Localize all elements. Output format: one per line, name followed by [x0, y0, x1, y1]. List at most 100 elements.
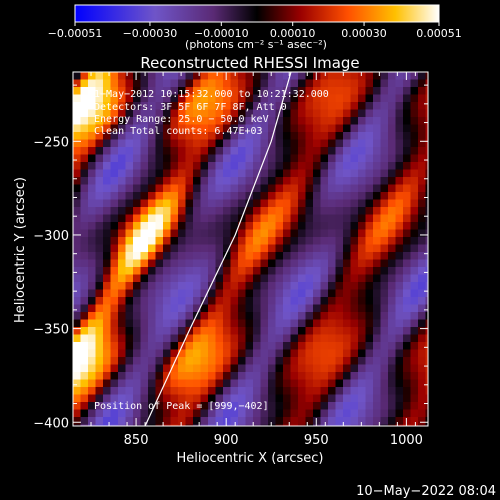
heatmap-cell [245, 87, 254, 96]
heatmap-cell [410, 237, 419, 246]
heatmap-cell [335, 312, 344, 321]
heatmap-cell [148, 417, 157, 426]
heatmap-cell [335, 379, 344, 388]
heatmap-cell [305, 252, 314, 261]
heatmap-cell [155, 102, 164, 111]
heatmap-cell [380, 132, 389, 141]
heatmap-cell [80, 424, 89, 426]
heatmap-cell [260, 237, 269, 246]
heatmap-cell [268, 312, 277, 321]
heatmap-cell [350, 87, 359, 96]
heatmap-cell [238, 259, 247, 268]
heatmap-cell [208, 282, 217, 291]
heatmap-cell [388, 154, 397, 163]
heatmap-cell [103, 364, 112, 373]
heatmap-cell [125, 259, 134, 268]
heatmap-cell [133, 267, 142, 276]
heatmap-cell [328, 244, 337, 253]
heatmap-cell [118, 372, 127, 381]
heatmap-cell [403, 87, 412, 96]
heatmap-cell [215, 252, 224, 261]
heatmap-cell [395, 424, 404, 426]
heatmap-cell [335, 192, 344, 201]
heatmap-cell [80, 154, 89, 163]
heatmap-cell [275, 184, 284, 193]
heatmap-cell [118, 424, 127, 426]
heatmap-cell [215, 364, 224, 373]
heatmap-cell [320, 349, 329, 358]
heatmap-cell [268, 364, 277, 373]
heatmap-cell [358, 169, 367, 178]
heatmap-cell [403, 312, 412, 321]
heatmap-cell [215, 169, 224, 178]
heatmap-cell [305, 109, 314, 118]
heatmap-cell [328, 259, 337, 268]
heatmap-cell [238, 379, 247, 388]
heatmap-cell [388, 79, 397, 88]
heatmap-cell [95, 214, 104, 223]
heatmap-cell [133, 169, 142, 178]
heatmap-cell [223, 169, 232, 178]
heatmap-cell [365, 357, 374, 366]
heatmap-cell [148, 267, 157, 276]
heatmap-cell [148, 237, 157, 246]
heatmap-cell [155, 207, 164, 216]
heatmap-cell [133, 394, 142, 403]
heatmap-cell [118, 132, 127, 141]
heatmap-cell [298, 169, 307, 178]
heatmap-cell [88, 334, 97, 343]
heatmap-cell [110, 304, 119, 313]
heatmap-cell [230, 169, 239, 178]
heatmap-cell [335, 387, 344, 396]
heatmap-cell [395, 162, 404, 171]
heatmap-cell [133, 402, 142, 411]
heatmap-cell [313, 334, 322, 343]
heatmap-cell [268, 102, 277, 111]
heatmap-cell [395, 252, 404, 261]
heatmap-cell [320, 312, 329, 321]
heatmap-cell [178, 184, 187, 193]
heatmap-cell [320, 237, 329, 246]
heatmap-cell [238, 147, 247, 156]
heatmap-cell [328, 274, 337, 283]
heatmap-cell [418, 282, 427, 291]
heatmap-cell [418, 349, 427, 358]
heatmap-cell [403, 327, 412, 336]
heatmap-cell [185, 282, 194, 291]
heatmap-cell [95, 304, 104, 313]
heatmap-cell [215, 319, 224, 328]
heatmap-cell [230, 199, 239, 208]
heatmap-cell [305, 154, 314, 163]
heatmap-cell [125, 304, 134, 313]
heatmap-cell [395, 312, 404, 321]
heatmap-cell [425, 199, 428, 208]
heatmap-cell [283, 222, 292, 231]
heatmap-cell [350, 214, 359, 223]
heatmap-cell [163, 72, 172, 81]
heatmap-cell [185, 162, 194, 171]
heatmap-cell [380, 184, 389, 193]
heatmap-cell [380, 297, 389, 306]
heatmap-cell [373, 177, 382, 186]
heatmap-cell [410, 282, 419, 291]
heatmap-cell [275, 342, 284, 351]
heatmap-cell [290, 79, 299, 88]
heatmap-cell [320, 334, 329, 343]
heatmap-cell [170, 372, 179, 381]
heatmap-cell [155, 342, 164, 351]
heatmap-cell [283, 327, 292, 336]
heatmap-cell [73, 169, 82, 178]
heatmap-cell [410, 312, 419, 321]
heatmap-cell [223, 364, 232, 373]
heatmap-cell [275, 387, 284, 396]
heatmap-cell [395, 319, 404, 328]
heatmap-cell [268, 409, 277, 418]
heatmap-cell [350, 79, 359, 88]
heatmap-cell [238, 349, 247, 358]
heatmap-cell [178, 304, 187, 313]
heatmap-cell [335, 214, 344, 223]
heatmap-cell [200, 282, 209, 291]
heatmap-cell [193, 109, 202, 118]
heatmap-cell [283, 267, 292, 276]
heatmap-cell [313, 312, 322, 321]
